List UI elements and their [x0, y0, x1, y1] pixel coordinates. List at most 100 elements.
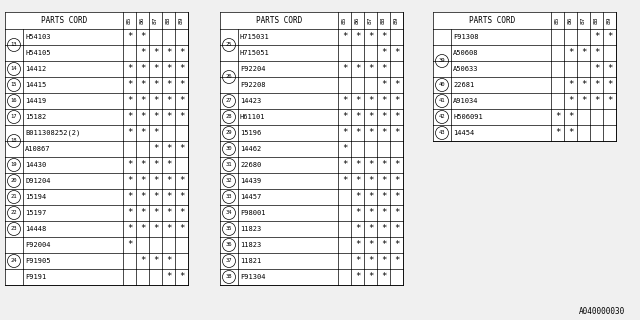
Text: A50633: A50633 [453, 66, 479, 72]
Text: *: * [394, 209, 399, 218]
Text: *: * [166, 225, 171, 234]
Text: *: * [355, 273, 360, 282]
Text: *: * [368, 193, 373, 202]
Text: *: * [568, 49, 573, 58]
Text: *: * [594, 33, 599, 42]
Text: F98001: F98001 [240, 210, 266, 216]
Text: *: * [568, 97, 573, 106]
Text: *: * [355, 177, 360, 186]
Text: D91204: D91204 [25, 178, 51, 184]
Text: 16: 16 [11, 99, 17, 103]
Text: *: * [153, 209, 158, 218]
Text: *: * [140, 193, 145, 202]
Text: *: * [153, 65, 158, 74]
Text: 36: 36 [226, 243, 232, 247]
Text: 21: 21 [11, 195, 17, 199]
Text: *: * [179, 49, 184, 58]
Text: *: * [342, 145, 347, 154]
Text: *: * [127, 209, 132, 218]
Text: 24: 24 [11, 259, 17, 263]
Text: 13: 13 [11, 43, 17, 47]
Text: *: * [140, 209, 145, 218]
Text: 88: 88 [381, 17, 386, 24]
Text: *: * [140, 65, 145, 74]
Text: *: * [179, 225, 184, 234]
Text: 34: 34 [226, 211, 232, 215]
Text: *: * [394, 49, 399, 58]
Text: F91905: F91905 [25, 258, 51, 264]
Text: *: * [381, 81, 386, 90]
Text: *: * [153, 81, 158, 90]
Text: H61101: H61101 [240, 114, 266, 120]
Text: *: * [381, 177, 386, 186]
Text: *: * [140, 113, 145, 122]
Text: 43: 43 [439, 131, 445, 135]
Text: 18: 18 [11, 139, 17, 143]
Text: *: * [607, 97, 612, 106]
Text: 86: 86 [568, 17, 573, 24]
Text: *: * [127, 161, 132, 170]
Text: *: * [179, 209, 184, 218]
Text: F9191: F9191 [25, 274, 46, 280]
Text: *: * [381, 33, 386, 42]
Text: *: * [607, 65, 612, 74]
Text: 88: 88 [166, 17, 171, 24]
Text: *: * [166, 161, 171, 170]
Text: A91034: A91034 [453, 98, 479, 104]
Text: *: * [607, 33, 612, 42]
Text: *: * [153, 225, 158, 234]
Text: 22680: 22680 [240, 162, 261, 168]
Text: 38: 38 [226, 275, 232, 279]
Text: 89: 89 [607, 17, 612, 24]
Text: *: * [381, 209, 386, 218]
Text: *: * [581, 81, 586, 90]
Text: *: * [581, 97, 586, 106]
Text: 14462: 14462 [240, 146, 261, 152]
Text: *: * [166, 145, 171, 154]
Text: *: * [594, 97, 599, 106]
Text: *: * [368, 257, 373, 266]
Text: *: * [342, 161, 347, 170]
Text: *: * [381, 113, 386, 122]
Text: *: * [140, 177, 145, 186]
Text: *: * [381, 65, 386, 74]
Text: H506091: H506091 [453, 114, 483, 120]
Text: *: * [179, 145, 184, 154]
Text: *: * [355, 241, 360, 250]
Text: *: * [153, 97, 158, 106]
Text: *: * [381, 97, 386, 106]
Text: 25: 25 [226, 43, 232, 47]
Text: *: * [140, 129, 145, 138]
Text: 29: 29 [226, 131, 232, 135]
Text: *: * [166, 209, 171, 218]
Text: 26: 26 [226, 75, 232, 79]
Text: *: * [355, 257, 360, 266]
Bar [5, 12, 188, 285]
Text: *: * [166, 49, 171, 58]
Text: *: * [166, 65, 171, 74]
Text: F92208: F92208 [240, 82, 266, 88]
Text: 19: 19 [11, 163, 17, 167]
Text: 87: 87 [153, 17, 158, 24]
Text: 31: 31 [226, 163, 232, 167]
Text: PARTS CORD: PARTS CORD [469, 16, 515, 25]
Text: *: * [140, 81, 145, 90]
Text: *: * [381, 129, 386, 138]
Text: *: * [355, 33, 360, 42]
Text: *: * [140, 33, 145, 42]
Text: *: * [153, 257, 158, 266]
Text: *: * [368, 241, 373, 250]
Text: *: * [153, 161, 158, 170]
Text: 85: 85 [127, 17, 132, 24]
Text: 14454: 14454 [453, 130, 474, 136]
Text: *: * [607, 81, 612, 90]
Text: *: * [368, 65, 373, 74]
Text: *: * [342, 33, 347, 42]
Text: *: * [127, 65, 132, 74]
Text: *: * [127, 225, 132, 234]
Text: *: * [179, 97, 184, 106]
Text: *: * [127, 193, 132, 202]
Text: *: * [153, 113, 158, 122]
Text: *: * [127, 97, 132, 106]
Text: *: * [394, 113, 399, 122]
